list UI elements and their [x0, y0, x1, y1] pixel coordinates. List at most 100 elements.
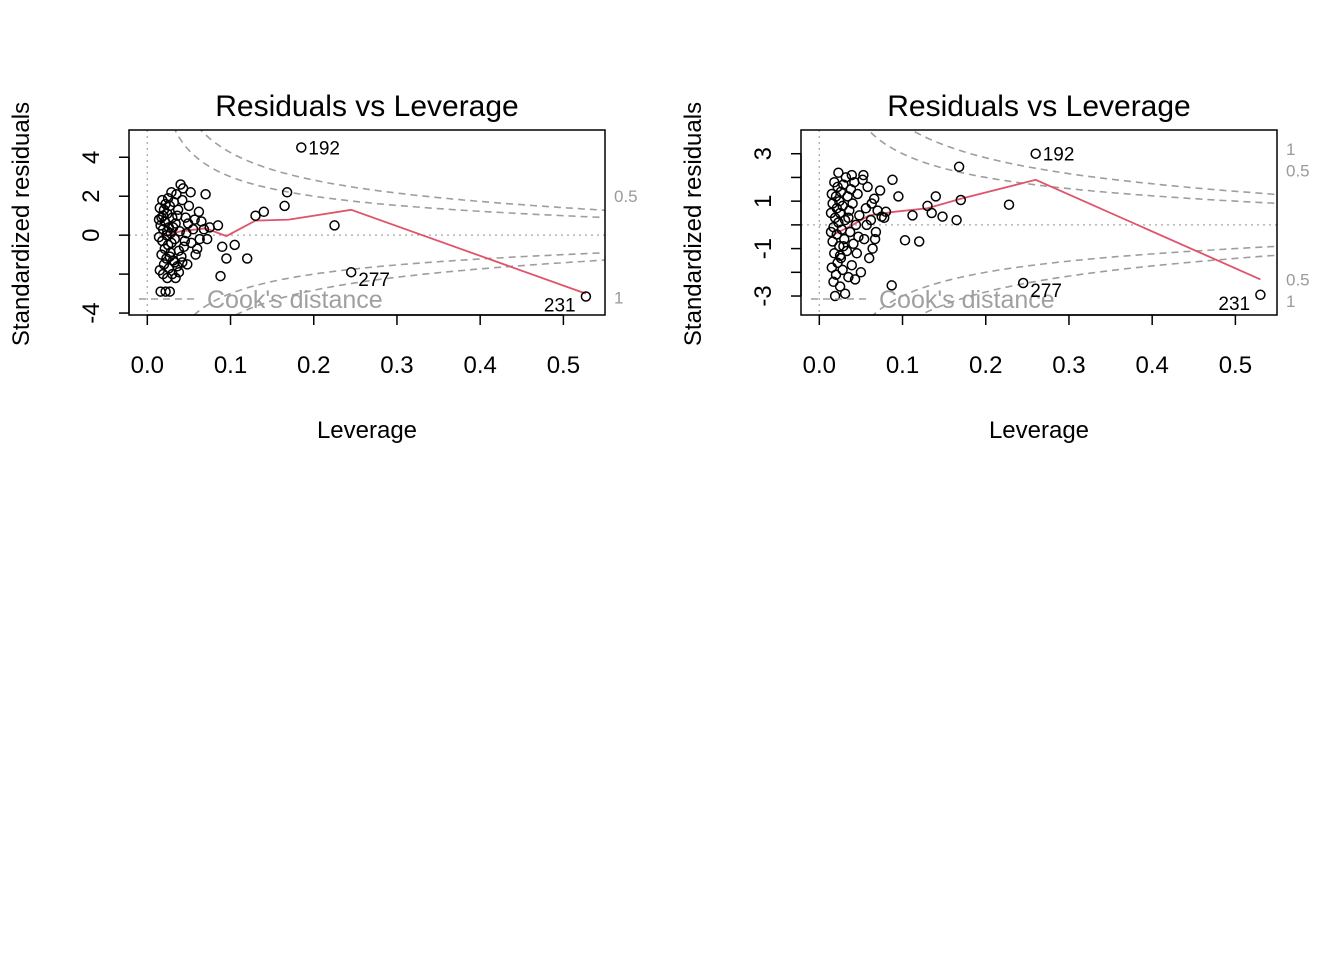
data-point: [172, 204, 184, 216]
chart-title: Residuals vs Leverage: [215, 90, 519, 123]
data-point: [907, 210, 918, 221]
data-point: [838, 240, 849, 252]
cooks-legend-text: Cook's distance: [207, 286, 383, 314]
data-point: [201, 233, 213, 245]
data-point: [180, 212, 191, 223]
data-point: [829, 248, 840, 259]
point-label: 231: [1218, 294, 1250, 315]
plot-inner: [801, 130, 1277, 315]
data-point: [861, 219, 872, 231]
data-point: [887, 174, 898, 186]
data-point: [258, 206, 270, 218]
y-axis-label: Standardized residuals: [8, 102, 35, 346]
plot-area: Cook's distance 192 277 231 0.0 0.1 0.2 0.3 0.4 0…: [78, 129, 638, 379]
cooks-contour-label: 0.5: [1286, 161, 1310, 180]
data-point: [155, 220, 166, 231]
x-tick-label: 0.4: [1135, 352, 1168, 379]
data-point: [955, 194, 967, 206]
data-point: [162, 192, 174, 204]
plot-inner: [129, 130, 605, 315]
y-axis-label: Standardized residuals: [680, 102, 707, 346]
cooks-distance-contour: [867, 130, 1277, 205]
point-label: 277: [1030, 281, 1062, 302]
data-point: [172, 210, 183, 221]
cooks-distance-contour: [234, 259, 605, 315]
data-point: [834, 250, 846, 261]
data-point: [827, 236, 838, 247]
cooks-contour-label: 1: [1286, 292, 1295, 311]
data-point: [843, 271, 854, 283]
cooks-distance-contour: [174, 130, 605, 219]
data-point: [867, 243, 878, 254]
data-point: [153, 231, 165, 243]
data-point: [913, 236, 925, 247]
data-point: [156, 212, 167, 223]
data-point: [181, 227, 192, 239]
data-point: [175, 179, 186, 190]
y-tick-label: -1: [750, 238, 777, 259]
data-point: [281, 187, 293, 198]
data-point: [1255, 289, 1266, 301]
data-point: [849, 274, 861, 285]
data-point: [853, 231, 864, 242]
cooks-legend-text: Cook's distance: [879, 286, 1055, 314]
data-point: [829, 290, 841, 302]
data-point: [329, 220, 340, 231]
data-point: [296, 142, 307, 153]
data-point: [839, 288, 851, 299]
data-point: [854, 210, 865, 221]
y-tick-label: 2: [78, 190, 105, 203]
data-point: [840, 172, 852, 183]
data-point: [855, 267, 867, 278]
data-point: [839, 233, 850, 245]
data-point: [848, 238, 859, 250]
data-point: [846, 169, 858, 181]
data-point: [893, 191, 904, 202]
data-point: [872, 205, 883, 216]
data-point: [166, 187, 177, 198]
data-point: [953, 161, 965, 173]
data-point: [886, 280, 897, 291]
data-point: [850, 219, 862, 231]
data-point: [345, 266, 357, 278]
x-axis-label: Leverage: [317, 417, 417, 444]
data-point: [193, 206, 205, 218]
data-point: [216, 241, 228, 253]
data-point: [951, 214, 962, 226]
data-point: [191, 243, 203, 255]
data-point: [826, 188, 838, 200]
cooks-distance-contour: [872, 245, 1277, 315]
y-tick-label: -4: [78, 302, 105, 323]
data-point: [177, 257, 188, 268]
cooks-distance-contour: [192, 251, 605, 315]
x-tick-label: 0.5: [1219, 352, 1252, 379]
cooks-contour-label: 1: [614, 289, 623, 308]
data-point: [858, 169, 869, 181]
cooks-distance-contour: [199, 130, 605, 212]
data-point: [160, 286, 171, 297]
data-point: [870, 226, 882, 238]
data-point: [922, 200, 933, 212]
data-point: [164, 251, 176, 262]
cooks-distance-contour: [918, 254, 1277, 315]
data-point: [194, 233, 205, 245]
cooks-contour-label: 0.5: [614, 187, 638, 206]
x-tick-label: 0.0: [131, 352, 164, 379]
data-point: [186, 237, 197, 249]
data-point: [166, 237, 177, 249]
data-point: [204, 222, 215, 233]
data-point: [179, 235, 191, 247]
data-point: [162, 226, 173, 237]
point-label: 192: [308, 139, 340, 160]
chart-title: Residuals vs Leverage: [887, 90, 1191, 123]
data-point: [829, 176, 840, 188]
x-tick-label: 0.4: [463, 352, 496, 379]
data-point: [154, 264, 166, 276]
x-tick-label: 0.3: [1052, 352, 1085, 379]
x-tick-label: 0.1: [214, 352, 247, 379]
data-point: [221, 253, 232, 264]
data-point: [878, 212, 890, 224]
cooks-contour-label: 0.5: [1286, 270, 1310, 289]
data-point: [930, 191, 942, 202]
